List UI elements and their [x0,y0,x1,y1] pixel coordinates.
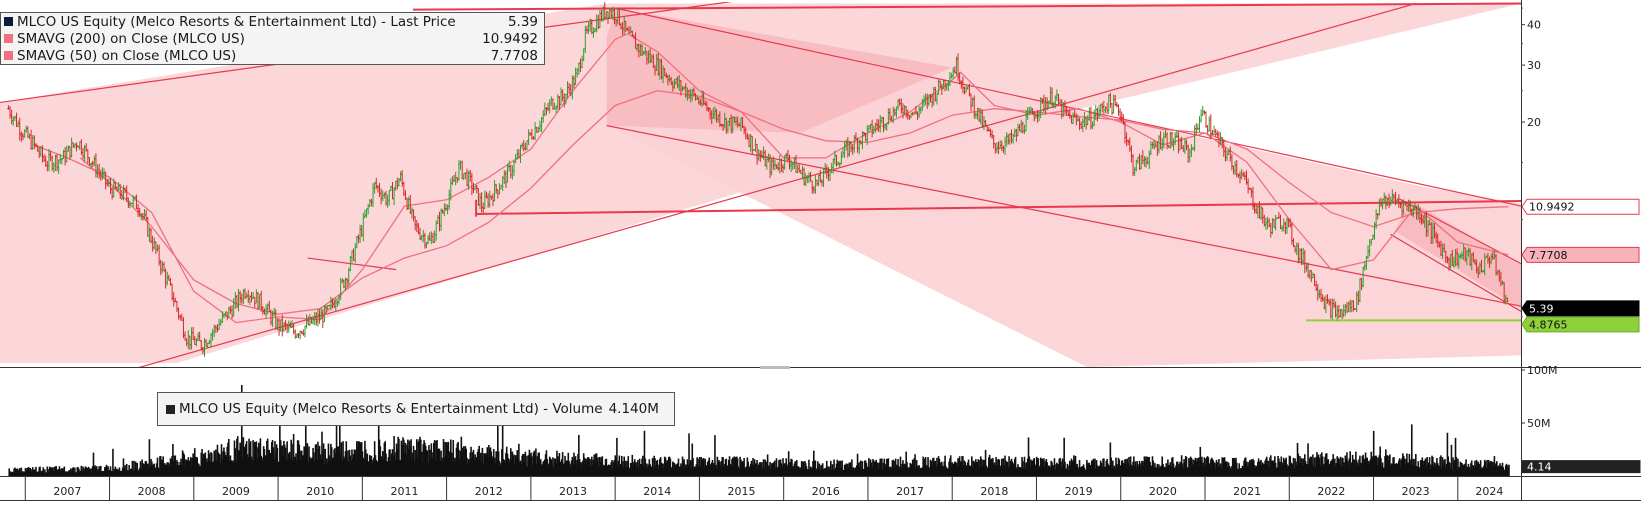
price-bar [1214,128,1217,137]
price-bar [303,325,307,338]
price-bar [1208,116,1211,132]
price-value-tag-label: 5.39 [1529,302,1554,315]
price-ytick-label: 40 [1527,19,1541,32]
price-bar [298,330,302,340]
price-bar [1117,104,1120,116]
price-value-tag: 10.9492 [1521,198,1640,215]
volume-bar [11,471,14,476]
volume-bar [8,468,11,476]
price-bars [7,2,1509,358]
volume-bar [9,471,11,476]
price-bar [297,332,300,339]
price-plot-area [0,2,1521,367]
volume-bar [10,471,12,476]
price-bar [1204,111,1208,128]
price-bar [302,329,305,336]
price-value-tag: 5.39 [1521,300,1640,317]
price-bar [1101,102,1104,113]
inner-channel-fill [606,8,953,134]
price-value-tag-label: 7.7708 [1529,249,1568,262]
downtrend-upper-line [615,7,1521,207]
sma50-line [33,32,1509,324]
horizontal-resistance-line [476,200,1521,215]
price-bar [1105,102,1109,115]
price-bar [1115,101,1119,108]
price-bar [1201,105,1204,117]
price-bar [1104,106,1107,114]
price-bar [300,330,303,335]
price-value-tag: 7.7708 [1521,246,1640,263]
lower-uptrend-line [138,2,1416,367]
price-value-tag-label: 4.8765 [1529,318,1568,331]
early-trend-line [307,257,397,271]
price-bar [1198,116,1201,132]
volume-bar [10,472,13,476]
price-value-tag-box [1521,198,1640,215]
top-resistance-line [412,2,1521,11]
volume-bar [12,472,15,476]
price-value-tag-box [1521,246,1640,263]
price-bar [1196,123,1200,131]
price-bar [1199,109,1203,123]
price-ytick-label: 30 [1527,59,1541,72]
volume-bars [8,384,1510,476]
price-value-tag: 4.8765 [1521,316,1640,333]
price-value-tag-box [1521,300,1640,317]
upper-uptrend-line [0,2,733,104]
price-bar [1212,125,1216,136]
volume-bar [13,468,15,476]
price-ytick-label: 20 [1527,116,1541,129]
price-bar [1206,125,1209,134]
price-bar [1506,297,1509,303]
sma200-line [79,90,1509,315]
price-value-tag-label: 10.9492 [1529,201,1575,214]
price-value-tag-box [1521,316,1640,333]
recent-channel-lower [1390,233,1521,312]
